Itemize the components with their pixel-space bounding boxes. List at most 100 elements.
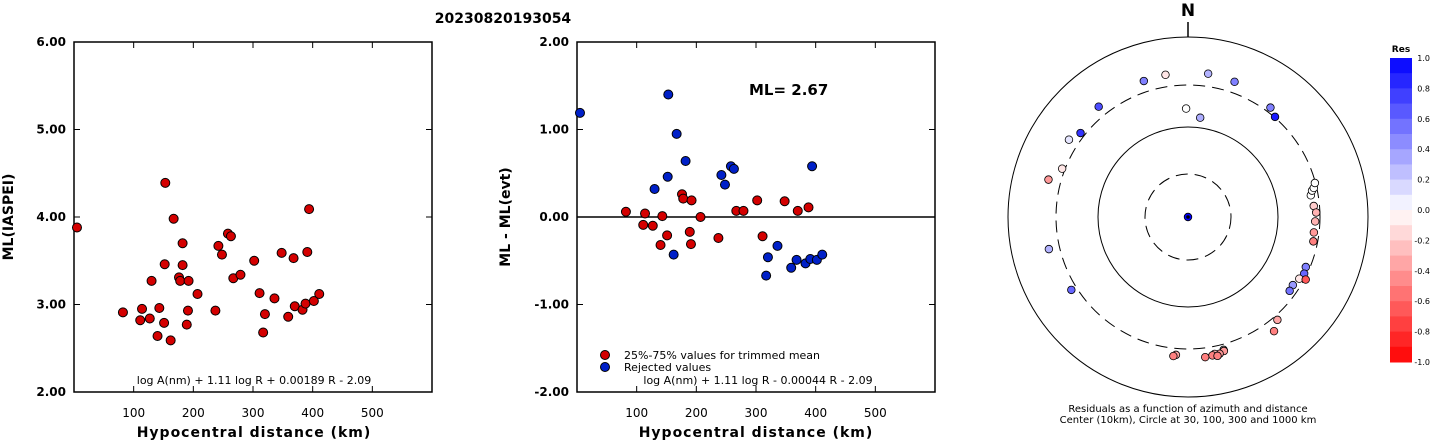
x-tick-label: 400 — [301, 406, 324, 420]
colorbar-band — [1390, 103, 1412, 120]
x-tick-label: 500 — [361, 406, 384, 420]
rejected-point — [807, 161, 818, 172]
colorbar-tick-label: -0.2 — [1414, 236, 1430, 245]
colorbar-band — [1390, 88, 1412, 105]
y-tick-label: 4.00 — [36, 210, 66, 224]
rejected-point — [716, 170, 727, 180]
y-axis-label: ML(IASPEI) — [1, 174, 17, 261]
station-marker — [1067, 285, 1076, 295]
colorbar-band — [1390, 301, 1412, 317]
rejected-point — [762, 252, 773, 263]
y-tick-label: 0.00 — [539, 210, 569, 224]
colorbar-title: Res — [1392, 45, 1410, 55]
colorbar-band — [1390, 331, 1412, 348]
plot-frame — [73, 41, 433, 393]
colorbar-tick-label: -1.0 — [1414, 358, 1430, 367]
colorbar-band — [1390, 149, 1412, 165]
trimmed-point — [757, 231, 768, 242]
rejected-point — [668, 249, 679, 260]
axis-ticks: 100 200 300 400 500 2.00 3.00 4.00 5.00 6.00 — [36, 35, 432, 420]
data-point — [283, 311, 294, 322]
trimmed-point — [640, 208, 651, 219]
legend-label-rejected: Rejected values — [624, 361, 711, 374]
data-point — [314, 289, 325, 299]
station-marker — [1044, 244, 1054, 254]
data-point — [308, 296, 319, 306]
data-points — [71, 177, 325, 346]
data-point — [146, 275, 157, 286]
data-points — [574, 89, 828, 281]
rejected-point — [791, 254, 802, 265]
trimmed-point — [713, 233, 724, 243]
data-point — [137, 303, 148, 314]
colorbar-tick-label: -0.8 — [1414, 328, 1430, 337]
station-marker — [1195, 113, 1205, 122]
rejected-point — [662, 171, 673, 182]
trimmed-point — [620, 206, 631, 217]
x-axis-label: Hypocentral distance (km) — [639, 425, 874, 441]
station-marker — [1301, 275, 1310, 284]
trimmed-point — [647, 220, 658, 231]
legend-label-trimmed: 25%-75% values for trimmed mean — [624, 349, 820, 362]
x-tick-label: 200 — [685, 406, 708, 420]
station-marker — [1057, 164, 1067, 173]
colorbar-band — [1390, 240, 1412, 257]
x-tick-label: 100 — [122, 406, 145, 420]
y-tick-label: -1.00 — [534, 298, 569, 312]
station-marker — [1266, 103, 1275, 112]
x-tick-label: 300 — [242, 406, 265, 420]
colorbar-band — [1390, 210, 1412, 226]
data-point — [182, 305, 193, 316]
colorbar-band — [1390, 118, 1412, 135]
data-point — [258, 327, 269, 338]
formula-label: log A(nm) + 1.11 log R - 0.00044 R - 2.0… — [643, 374, 872, 387]
data-point — [154, 303, 165, 313]
north-label: N — [1181, 1, 1195, 21]
data-point — [160, 177, 171, 188]
y-tick-label: 2.00 — [539, 35, 569, 49]
colorbar-tick-label: -0.6 — [1414, 297, 1430, 306]
trimmed-point — [686, 195, 697, 206]
y-tick-label: 1.00 — [539, 123, 569, 137]
colorbar-band — [1390, 270, 1412, 287]
station-marker — [1213, 351, 1222, 361]
ml-annotation: ML= 2.67 — [749, 81, 828, 99]
rejected-point — [680, 156, 691, 166]
data-point — [117, 307, 128, 318]
station-markers — [1044, 69, 1321, 362]
colorbar-tick-label: 0.6 — [1417, 115, 1430, 124]
data-point — [259, 309, 270, 320]
data-point — [177, 238, 188, 249]
data-point — [254, 288, 265, 299]
station-marker — [1309, 228, 1319, 237]
circle-100km — [1097, 126, 1279, 308]
station-marker — [1044, 175, 1053, 184]
station-marker — [1139, 76, 1149, 86]
ml-vs-distance-panel: 100 200 300 400 500 2.00 3.00 4.00 5.00 6.00 log … — [1, 35, 433, 441]
data-point — [168, 213, 179, 224]
dashed-circle-30km — [1144, 173, 1232, 261]
rejected-point — [574, 107, 585, 118]
x-tick-label: 100 — [625, 406, 648, 420]
station-marker — [1273, 315, 1282, 325]
colorbar-tick-label: 1.0 — [1417, 54, 1430, 63]
trimmed-point — [678, 193, 689, 204]
residual-colorbar: Res 1.0 0.8 0.6 0.4 0.2 0.0 -0.2 -0.4 -0.6 -0.8 -1… — [1390, 45, 1430, 367]
station-marker — [1094, 102, 1103, 111]
trimmed-point — [657, 211, 668, 222]
x-tick-label: 300 — [745, 406, 768, 420]
rejected-point — [728, 163, 739, 174]
station-marker — [1161, 70, 1170, 80]
data-point — [216, 249, 227, 260]
data-point — [177, 260, 188, 271]
trimmed-point — [684, 226, 695, 237]
trimmed-point — [662, 230, 673, 241]
data-point — [183, 275, 194, 286]
colorbar-band — [1390, 179, 1412, 196]
trimmed-point — [655, 240, 666, 250]
data-point — [300, 298, 311, 309]
rejected-point — [761, 270, 772, 281]
page-title: 20230820193054 — [435, 11, 572, 27]
colorbar-tick-label: 0.4 — [1417, 145, 1430, 154]
station-marker — [1311, 208, 1321, 217]
